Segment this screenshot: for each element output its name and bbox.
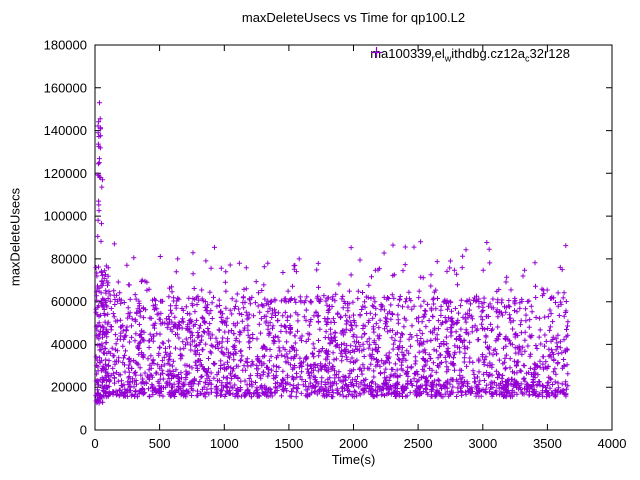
svg-text:2500: 2500 bbox=[404, 436, 433, 451]
legend-series-label: ma100339relwithdbg.cz12ac32r128 bbox=[370, 46, 570, 64]
svg-text:1500: 1500 bbox=[274, 436, 303, 451]
svg-text:160000: 160000 bbox=[44, 80, 87, 95]
svg-text:0: 0 bbox=[80, 423, 87, 438]
svg-text:180000: 180000 bbox=[44, 38, 87, 53]
svg-text:4000: 4000 bbox=[598, 436, 627, 451]
chart-title: maxDeleteUsecs vs Time for qp100.L2 bbox=[241, 10, 466, 25]
svg-text:3000: 3000 bbox=[468, 436, 497, 451]
svg-text:20000: 20000 bbox=[51, 380, 87, 395]
x-axis-label: Time(s) bbox=[331, 452, 376, 467]
svg-text:40000: 40000 bbox=[51, 337, 87, 352]
svg-text:3500: 3500 bbox=[533, 436, 562, 451]
svg-text:140000: 140000 bbox=[44, 123, 87, 138]
svg-text:500: 500 bbox=[149, 436, 171, 451]
svg-text:0: 0 bbox=[91, 436, 98, 451]
svg-text:120000: 120000 bbox=[44, 166, 87, 181]
legend: ma100339relwithdbg.cz12ac32r128 bbox=[370, 46, 600, 64]
svg-text:60000: 60000 bbox=[51, 294, 87, 309]
y-axis-label: maxDeleteUsecs bbox=[7, 187, 23, 287]
svg-text:2000: 2000 bbox=[339, 436, 368, 451]
svg-text:80000: 80000 bbox=[51, 251, 87, 266]
svg-text:100000: 100000 bbox=[44, 209, 87, 224]
svg-text:1000: 1000 bbox=[210, 436, 239, 451]
